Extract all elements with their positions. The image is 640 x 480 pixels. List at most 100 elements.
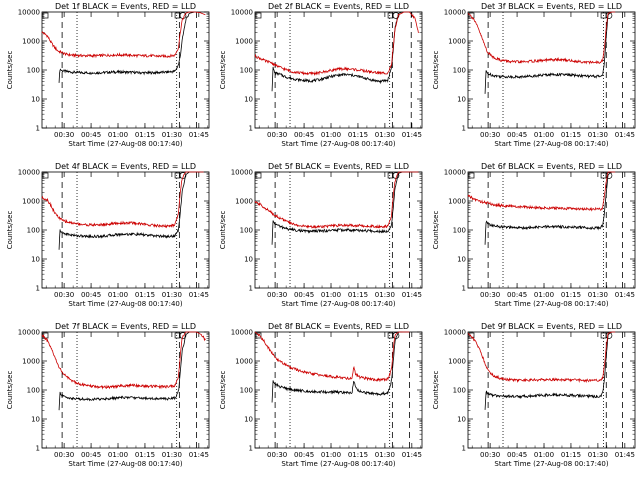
chart-title: Det 6f BLACK = Events, RED = LLD [481,162,622,171]
plot-frame [254,171,423,289]
y-tick-label: 10000 [231,329,253,337]
y-tick-label: 10 [31,256,40,264]
y-axis-label: Counts/sec [6,51,14,90]
y-tick-label: 100 [27,67,40,75]
y-axis-label: Counts/sec [219,211,227,250]
detector-panel-8: Det 8f BLACK = Events, RED = LLD 1 10 100 10… [213,320,426,480]
chart-title: Det 8f BLACK = Events, RED = LLD [268,322,409,331]
chart-title: Det 5f BLACK = Events, RED = LLD [268,162,409,171]
y-tick-label: 100 [27,227,40,235]
corner-square-marker [255,172,262,179]
detector-chart-svg: Det 2f BLACK = Events, RED = LLD 1 10 100 10… [219,2,423,148]
y-tick-label: 1000 [448,198,466,206]
y-tick-label: 1000 [235,198,253,206]
x-tick-label: 00:45 [507,451,527,459]
x-tick-label: 01:45 [615,291,635,299]
y-tick-label: 10000 [231,9,253,17]
x-axis-label: Start Time (27-Aug-08 00:17:40) [281,300,395,308]
y-tick-label: 1000 [235,358,253,366]
detector-chart-svg: Det 3f BLACK = Events, RED = LLD 1 10 100 10… [432,2,636,148]
x-tick-label: 01:00 [534,451,554,459]
detector-chart-svg: Det 7f BLACK = Events, RED = LLD 1 10 100 10… [6,322,210,468]
x-tick-label: 01:30 [162,291,182,299]
x-tick-label: 00:45 [294,131,314,139]
chart-title: Det 7f BLACK = Events, RED = LLD [55,322,196,331]
y-tick-label: 100 [453,67,466,75]
x-tick-label: 01:30 [588,131,608,139]
x-tick-label: 01:45 [402,131,422,139]
x-tick-label: 01:45 [189,131,209,139]
y-tick-label: 1000 [22,38,40,46]
y-tick-label: 10 [457,96,466,104]
corner-square-marker [255,12,262,19]
y-tick-label: 100 [453,227,466,235]
y-tick-label: 10 [244,256,253,264]
x-axis-label: Start Time (27-Aug-08 00:17:40) [68,300,182,308]
detector-chart-svg: Det 9f BLACK = Events, RED = LLD 1 10 100 10… [432,322,636,468]
x-tick-label: 00:30 [480,451,500,459]
y-tick-label: 10000 [444,9,466,17]
y-tick-label: 10 [244,416,253,424]
y-axis-label: Counts/sec [432,51,440,90]
x-tick-label: 01:00 [534,291,554,299]
x-tick-label: 01:30 [162,131,182,139]
chart-title: Det 3f BLACK = Events, RED = LLD [481,2,622,11]
events-series-line [58,11,195,83]
y-tick-label: 10000 [18,329,40,337]
y-tick-label: 1 [36,125,40,133]
x-tick-label: 00:45 [294,451,314,459]
x-tick-label: 01:30 [162,451,182,459]
x-tick-label: 00:45 [507,131,527,139]
x-tick-label: 01:00 [108,451,128,459]
y-axis-label: Counts/sec [219,371,227,410]
x-tick-label: 01:00 [108,131,128,139]
y-tick-label: 10000 [444,169,466,177]
x-tick-label: 00:30 [480,131,500,139]
x-axis-label: Start Time (27-Aug-08 00:17:40) [68,140,182,148]
x-axis-label: Start Time (27-Aug-08 00:17:40) [281,460,395,468]
saa-circle-marker [179,12,187,19]
x-tick-label: 00:45 [81,291,101,299]
y-tick-label: 100 [240,227,253,235]
lld-series-line [467,171,616,212]
plot-frame [254,11,423,129]
plot-frame [467,11,636,129]
x-tick-label: 01:45 [615,131,635,139]
chart-title: Det 2f BLACK = Events, RED = LLD [268,2,409,11]
y-tick-label: 1 [36,445,40,453]
corner-square-marker [468,172,475,179]
chart-title: Det 4f BLACK = Events, RED = LLD [55,162,196,171]
x-tick-label: 01:15 [135,131,155,139]
x-tick-label: 01:30 [588,291,608,299]
x-tick-label: 01:15 [135,291,155,299]
corner-square-marker [42,332,49,339]
plot-frame [467,331,636,449]
detector-panel-6: Det 6f BLACK = Events, RED = LLD 1 10 100 10… [426,160,639,320]
x-tick-label: 00:45 [81,451,101,459]
events-series-line [271,11,403,92]
x-tick-label: 01:45 [189,451,209,459]
events-series-line [484,331,612,410]
y-tick-label: 10000 [18,169,40,177]
saa-circle-marker [605,332,613,339]
corner-square-marker [42,12,49,19]
x-tick-label: 00:30 [267,291,287,299]
x-tick-label: 01:00 [108,291,128,299]
x-tick-label: 01:30 [588,451,608,459]
y-axis-label: Counts/sec [6,211,14,250]
saa-circle-marker [179,172,187,179]
y-tick-label: 1000 [22,358,40,366]
y-tick-label: 100 [240,387,253,395]
events-series-line [271,171,403,245]
x-tick-label: 01:15 [135,451,155,459]
y-tick-label: 10 [31,96,40,104]
plot-frame [254,331,423,449]
y-axis-label: Counts/sec [219,51,227,90]
detector-chart-svg: Det 5f BLACK = Events, RED = LLD 1 10 100 10… [219,162,423,308]
saa-circle-marker [392,12,400,19]
detector-chart-svg: Det 4f BLACK = Events, RED = LLD 1 10 100 10… [6,162,210,308]
lld-series-line [41,11,206,59]
x-axis-label: Start Time (27-Aug-08 00:17:40) [494,140,608,148]
y-tick-label: 10000 [18,9,40,17]
y-tick-label: 10 [457,256,466,264]
